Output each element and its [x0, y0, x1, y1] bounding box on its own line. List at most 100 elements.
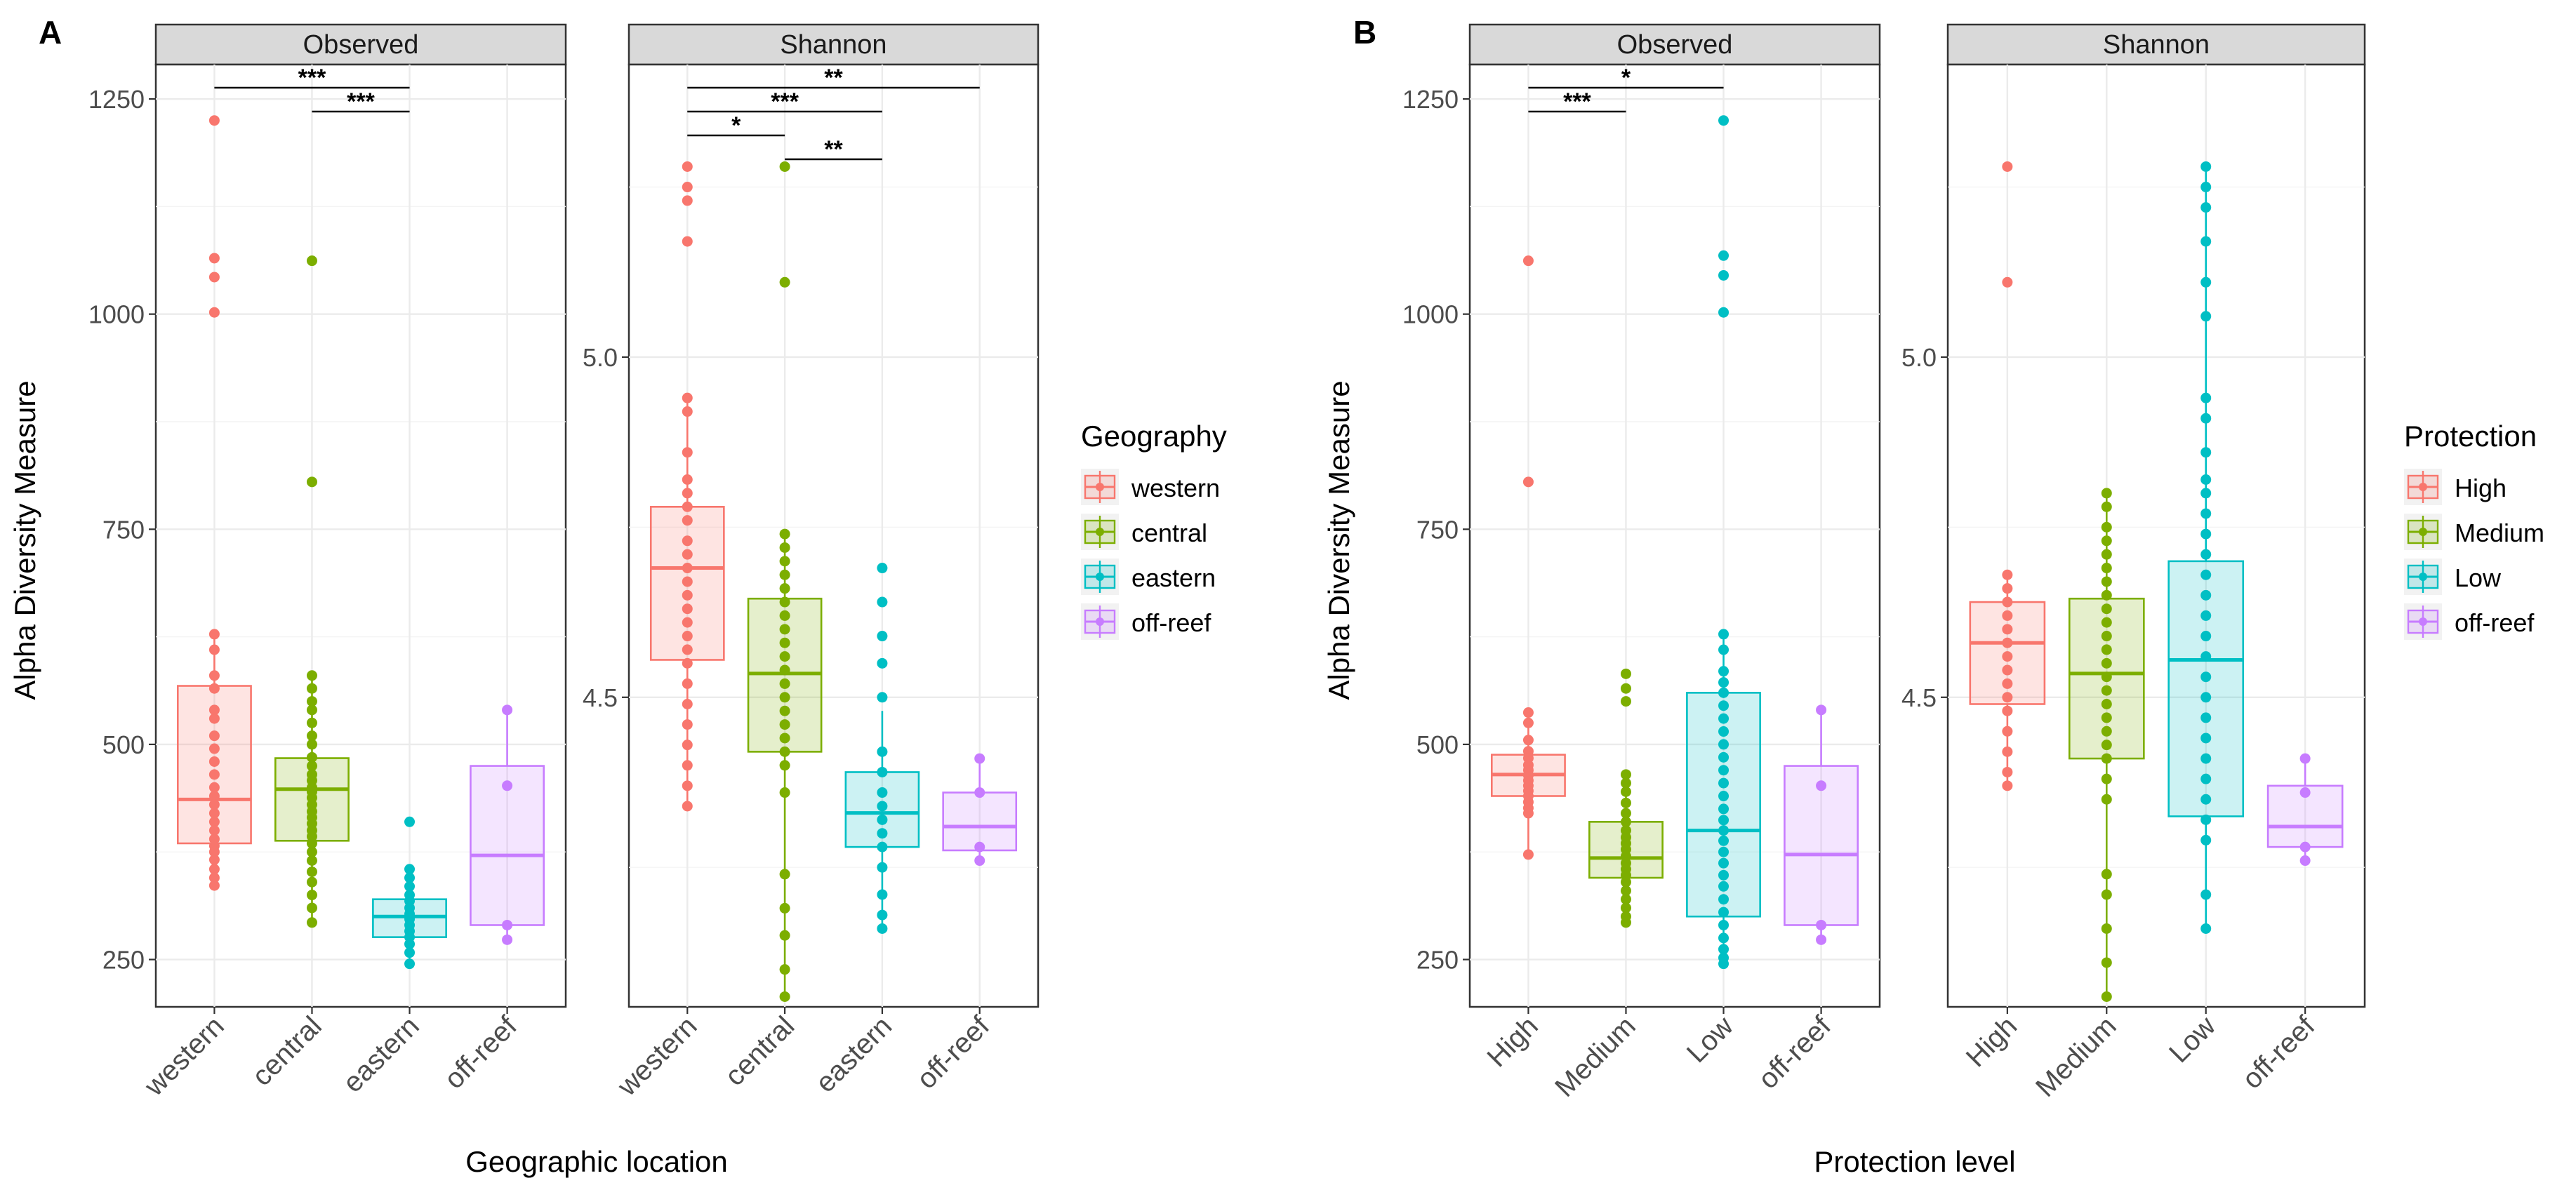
- data-point: [2101, 644, 2112, 655]
- data-point: [2299, 841, 2311, 852]
- data-point: [2101, 753, 2112, 764]
- data-point: [682, 447, 693, 458]
- data-point: [682, 406, 693, 417]
- box-western: [649, 161, 725, 812]
- data-point: [306, 876, 317, 888]
- x-tick-label: eastern: [337, 1010, 425, 1098]
- panel-background: [1946, 63, 2366, 1008]
- data-point: [2002, 746, 2013, 757]
- data-point: [779, 991, 790, 1002]
- data-point: [306, 855, 317, 866]
- box-off-reef: [2266, 753, 2344, 867]
- data-point: [2101, 685, 2112, 696]
- data-point: [1620, 668, 1631, 679]
- data-point: [1522, 476, 1534, 488]
- data-point: [877, 862, 888, 873]
- data-point: [2101, 698, 2112, 709]
- data-point: [208, 670, 220, 681]
- data-point: [2200, 528, 2212, 540]
- data-point: [877, 923, 888, 934]
- data-point: [779, 719, 790, 730]
- data-point: [404, 872, 416, 883]
- y-tick-label: 1000: [1402, 300, 1459, 329]
- data-point: [877, 596, 888, 608]
- significance-label: ***: [298, 65, 326, 91]
- data-point: [208, 307, 220, 318]
- data-point: [779, 664, 790, 676]
- data-point: [2002, 161, 2013, 172]
- data-point: [2101, 535, 2112, 547]
- data-point: [208, 644, 220, 655]
- facet-shannon: Shannon 4.5 5.0 High Medium Low off-reef: [1901, 23, 2366, 1103]
- data-point: [2002, 692, 2013, 703]
- legend-protection: Protection High Medium Low off-reef: [2404, 420, 2544, 640]
- data-point: [1620, 797, 1631, 808]
- data-point: [682, 515, 693, 526]
- data-point: [1718, 894, 1729, 905]
- data-point: [1620, 696, 1631, 707]
- data-point: [779, 583, 790, 594]
- data-point: [779, 678, 790, 689]
- data-point: [1620, 885, 1631, 896]
- data-point: [2200, 753, 2212, 764]
- data-point: [306, 255, 317, 267]
- data-point: [404, 947, 416, 958]
- data-point: [2101, 576, 2112, 587]
- data-point: [1620, 777, 1631, 789]
- significance-label: *: [1621, 65, 1631, 91]
- data-point: [1718, 958, 1729, 970]
- data-point: [306, 902, 317, 914]
- data-point: [779, 746, 790, 757]
- data-point: [682, 236, 693, 247]
- data-point: [306, 838, 317, 849]
- data-point: [208, 253, 220, 264]
- data-point: [208, 880, 220, 891]
- data-point: [208, 791, 220, 802]
- data-point: [2200, 549, 2212, 560]
- data-point: [306, 683, 317, 694]
- data-point: [682, 698, 693, 709]
- chart-A: A Alpha Diversity Measure Geographic locat…: [8, 14, 1227, 1178]
- data-point: [974, 787, 985, 798]
- box-High: [1969, 161, 2046, 791]
- data-point: [2101, 773, 2112, 784]
- data-point: [682, 161, 693, 172]
- y-tick-label: 1250: [88, 85, 145, 114]
- significance-label: **: [824, 65, 843, 91]
- box-iqr: [470, 765, 545, 926]
- data-point: [682, 657, 693, 669]
- data-point: [208, 846, 220, 857]
- data-point: [682, 603, 693, 615]
- data-point: [1718, 869, 1729, 881]
- data-point: [682, 740, 693, 751]
- data-point: [779, 569, 790, 580]
- data-point: [2200, 413, 2212, 424]
- data-point: [404, 958, 416, 970]
- data-point: [682, 182, 693, 193]
- data-point: [2200, 773, 2212, 784]
- data-point: [877, 563, 888, 574]
- y-tick-label: 4.5: [583, 683, 618, 712]
- data-point: [2002, 766, 2013, 777]
- data-point: [682, 589, 693, 601]
- data-point: [208, 115, 220, 126]
- data-point: [682, 719, 693, 730]
- data-point: [1718, 765, 1729, 776]
- data-point: [2002, 678, 2013, 689]
- data-point: [306, 730, 317, 742]
- legend-entry-label: central: [1131, 519, 1207, 547]
- x-tick-label: western: [138, 1010, 230, 1102]
- data-point: [2002, 624, 2013, 635]
- data-point: [1816, 704, 1827, 716]
- facet-shannon: Shannon 4.5 5.0 western central eastern off-re…: [583, 23, 1040, 1102]
- data-point: [1718, 777, 1729, 789]
- data-point: [877, 814, 888, 825]
- data-point: [2200, 733, 2212, 744]
- significance-label: ***: [347, 88, 375, 115]
- data-point: [1718, 857, 1729, 869]
- panel-background: [154, 63, 567, 1008]
- data-point: [208, 730, 220, 742]
- data-point: [208, 756, 220, 767]
- data-point: [2002, 705, 2013, 716]
